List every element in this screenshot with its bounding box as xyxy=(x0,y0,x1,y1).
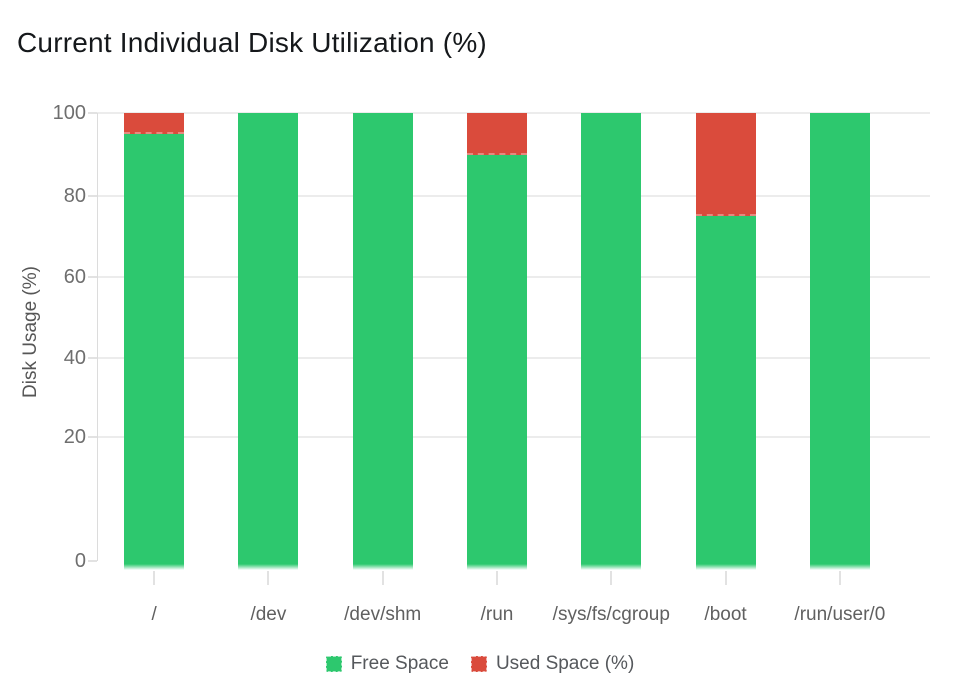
y-axis-line xyxy=(97,113,98,561)
bar-segment-free-run-user-0[interactable] xyxy=(809,113,870,564)
legend-item-free-space[interactable]: Free Space xyxy=(325,653,449,675)
legend-label-free-space: Free Space xyxy=(350,653,449,674)
y-tick-label-100: 100 xyxy=(52,102,86,124)
legend-swatch-used-space xyxy=(470,656,487,672)
bar-bottom-fade xyxy=(809,564,870,570)
bar-segment-used-run[interactable] xyxy=(467,113,527,155)
x-tick-label-: / xyxy=(151,604,157,625)
bar-bottom-fade xyxy=(581,564,642,570)
bar-bottom-fade xyxy=(124,564,185,570)
legend: Free Space Used Space (%) xyxy=(0,653,960,675)
x-tick-label-dev: /dev xyxy=(250,604,287,625)
y-tick-label-0: 0 xyxy=(74,550,86,572)
bar-segment-free-run[interactable] xyxy=(467,154,527,564)
bar-bottom-fade xyxy=(352,564,413,570)
x-tick-label-boot: /boot xyxy=(704,604,747,625)
y-tick-label-20: 20 xyxy=(63,426,86,448)
x-tick-dev xyxy=(267,571,270,585)
y-tick-80 xyxy=(88,195,97,197)
y-tick-label-40: 40 xyxy=(63,347,86,369)
bar-segment-free-dev[interactable] xyxy=(238,113,299,564)
y-tick-40 xyxy=(88,357,97,359)
x-tick-run-user-0 xyxy=(838,571,841,585)
bar-run-user-0[interactable] xyxy=(809,113,870,570)
bar-[interactable] xyxy=(124,113,185,570)
bar-segment-used-[interactable] xyxy=(124,113,185,134)
legend-item-used-space[interactable]: Used Space (%) xyxy=(470,653,635,675)
bar-dev-shm[interactable] xyxy=(352,113,413,570)
bar-segment-free-[interactable] xyxy=(124,133,185,564)
y-tick-60 xyxy=(88,276,97,278)
x-tick-label-sys-fs-cgroup: /sys/fs/cgroup xyxy=(552,604,670,625)
x-tick-run xyxy=(496,571,498,585)
chart-title: Current Individual Disk Utilization (%) xyxy=(17,27,487,58)
x-tick-sys-fs-cgroup xyxy=(610,571,613,585)
bar-segment-free-sys-fs-cgroup[interactable] xyxy=(581,113,642,564)
x-tick-dev-shm xyxy=(381,571,384,585)
y-tick-label-60: 60 xyxy=(63,266,86,288)
legend-label-used-space: Used Space (%) xyxy=(495,653,635,674)
x-tick-boot xyxy=(724,571,727,585)
y-tick-100 xyxy=(88,112,97,114)
bar-sys-fs-cgroup[interactable] xyxy=(581,113,642,570)
bar-bottom-fade xyxy=(695,564,756,570)
legend-swatch-free-space xyxy=(325,656,342,672)
y-tick-label-80: 80 xyxy=(63,185,86,207)
bar-dev[interactable] xyxy=(238,113,299,570)
bar-bottom-fade xyxy=(467,564,527,570)
bar-segment-free-dev-shm[interactable] xyxy=(352,113,413,564)
y-tick-0 xyxy=(88,560,97,562)
bar-segment-used-boot[interactable] xyxy=(695,113,756,217)
x-tick- xyxy=(153,571,156,585)
x-tick-label-run: /run xyxy=(480,604,514,625)
x-tick-label-run-user-0: /run/user/0 xyxy=(794,604,886,625)
bar-run[interactable] xyxy=(467,113,527,570)
bar-segment-free-boot[interactable] xyxy=(695,216,756,564)
bar-boot[interactable] xyxy=(695,113,756,570)
y-tick-20 xyxy=(88,436,97,438)
x-tick-label-dev-shm: /dev/shm xyxy=(344,604,422,625)
bar-bottom-fade xyxy=(238,564,299,570)
